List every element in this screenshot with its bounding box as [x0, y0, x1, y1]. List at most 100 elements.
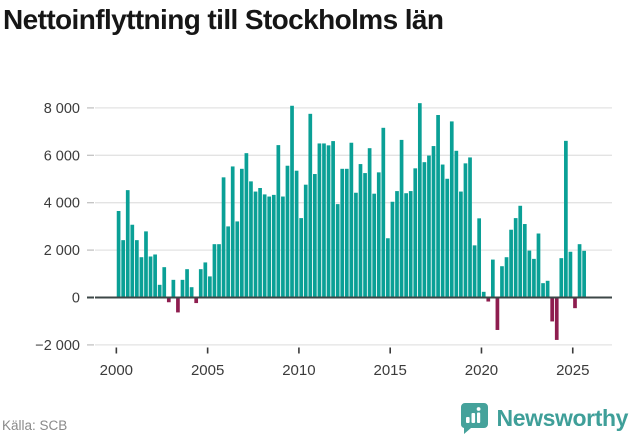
bar-2013Q4: [367, 148, 372, 298]
newsworthy-bubble-chart-icon: [460, 403, 488, 434]
bar-2002Q2: [157, 284, 162, 298]
x-tick-label: 2025: [556, 362, 589, 379]
bar-2017Q1: [427, 155, 431, 298]
bar-2013Q1: [354, 192, 358, 298]
bar-2012Q1: [335, 204, 340, 298]
bar-2011Q1: [317, 143, 322, 298]
bar-2012Q3: [344, 168, 349, 298]
bar-2022Q3: [527, 250, 532, 298]
bar-2004Q3: [198, 269, 203, 298]
bar-2008Q3: [271, 194, 276, 298]
bar-2009Q4: [294, 170, 299, 298]
source-label: Källa: SCB: [2, 418, 68, 433]
newsworthy-logo: Newsworthy: [459, 401, 628, 435]
bar-2003Q1: [171, 279, 176, 298]
bar-2000Q4: [130, 224, 135, 298]
bar-2025Q1: [573, 297, 577, 309]
bar-2004Q4: [203, 262, 208, 298]
bar-2017Q2: [431, 146, 436, 298]
bar-2002Q4: [166, 297, 171, 303]
bar-2022Q4: [532, 258, 536, 298]
bar-2014Q4: [386, 238, 390, 298]
bar-2018Q2: [449, 121, 454, 298]
bar-2001Q3: [144, 231, 148, 298]
bar-2011Q4: [331, 141, 335, 298]
bar-2010Q2: [303, 184, 308, 298]
y-tick-label: 0: [72, 291, 80, 307]
bar-2003Q4: [185, 269, 189, 298]
bar-2022Q2: [522, 224, 527, 298]
bar-2008Q1: [262, 194, 267, 298]
bar-2005Q4: [221, 177, 226, 298]
bar-2004Q2: [194, 297, 199, 304]
bar-2012Q2: [340, 168, 345, 298]
bar-2010Q3: [308, 113, 313, 298]
bar-2017Q4: [440, 164, 445, 298]
bar-2006Q2: [230, 166, 235, 298]
bar-2008Q4: [276, 145, 281, 298]
bar-2006Q3: [235, 221, 240, 298]
y-tick-label: 2 000: [44, 243, 80, 259]
x-tick-label: 2005: [191, 362, 224, 379]
bar-2020Q3: [490, 259, 495, 298]
axes: 2000 2005 2010 2015 2020 2025: [95, 296, 612, 379]
bar-2014Q1: [372, 193, 377, 298]
page-title: Nettoinflyttning till Stockholms län: [3, 4, 444, 35]
x-tick-label: 2000: [100, 362, 133, 379]
bar-2018Q3: [454, 150, 459, 298]
bar-2016Q2: [413, 168, 418, 298]
bar-2005Q1: [208, 276, 212, 298]
bar-2006Q1: [226, 226, 230, 298]
bar-2024Q2: [559, 258, 564, 298]
bar-2007Q2: [249, 181, 253, 298]
y-tick-label: 8 000: [44, 101, 80, 117]
bar-2014Q2: [376, 172, 381, 298]
bar-2023Q3: [545, 280, 550, 298]
y-tick-label: 4 000: [44, 196, 80, 212]
bar-2007Q4: [258, 188, 262, 298]
bar-2001Q2: [139, 257, 144, 298]
x-tick-label: 2010: [282, 362, 315, 379]
bar-2010Q4: [313, 174, 317, 298]
bar-2019Q1: [463, 163, 468, 298]
bar-2007Q3: [253, 191, 258, 298]
bar-2020Q4: [495, 297, 500, 330]
bar-2015Q2: [395, 191, 399, 298]
bar-2000Q3: [125, 190, 130, 298]
bar-2006Q4: [239, 168, 244, 298]
bar-2022Q1: [518, 205, 523, 298]
bar-2023Q4: [550, 297, 555, 322]
x-tick-label: 2015: [374, 362, 407, 379]
bar-2018Q1: [445, 178, 450, 298]
bar-2005Q3: [217, 244, 221, 298]
bar-2012Q4: [349, 142, 354, 298]
bar-2003Q3: [180, 279, 185, 298]
y-tick-label: −2 000: [35, 338, 80, 354]
bar-2025Q2: [577, 244, 582, 298]
bar-2015Q3: [399, 139, 404, 298]
bar-2013Q2: [358, 164, 363, 298]
bar-2015Q4: [404, 193, 408, 298]
bar-2017Q3: [436, 115, 440, 298]
bar-2002Q1: [153, 254, 157, 298]
newsworthy-logo-text: Newsworthy: [496, 404, 629, 431]
bar-2011Q3: [326, 145, 331, 298]
bar-2021Q3: [509, 229, 513, 298]
bar-2023Q1: [536, 233, 541, 298]
bar-2021Q2: [504, 257, 509, 298]
y-tick-label: 6 000: [44, 148, 80, 164]
bar-2016Q1: [408, 191, 413, 298]
bar-2024Q3: [564, 140, 568, 298]
bar-2011Q2: [322, 143, 326, 298]
bar-2020Q2: [486, 297, 491, 302]
bar-2001Q4: [148, 256, 153, 298]
bar-2018Q4: [459, 191, 463, 298]
bar-2016Q3: [417, 103, 422, 298]
bar-2025Q3: [582, 250, 586, 298]
gridlines: −2 000 0 2 000 4 000 6 000 8 000: [35, 101, 612, 354]
bar-2000Q1: [116, 210, 121, 298]
bar-2016Q4: [422, 162, 427, 298]
x-tick-label: 2020: [465, 362, 498, 379]
bar-2020Q1: [481, 291, 486, 298]
